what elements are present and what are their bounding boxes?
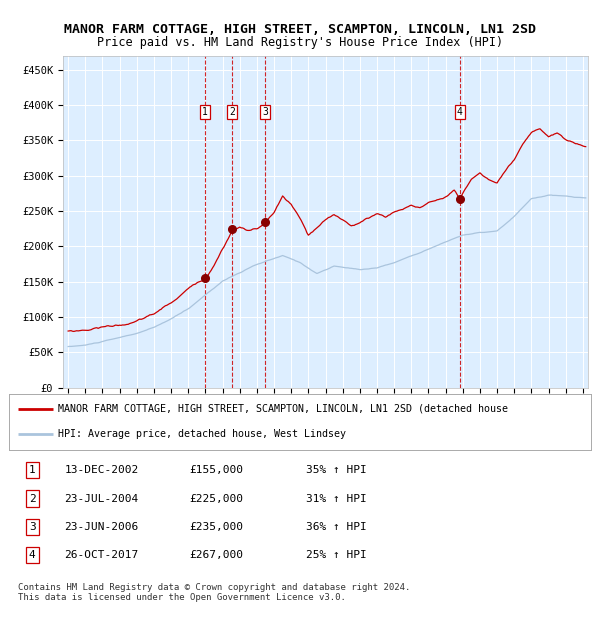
Text: 25% ↑ HPI: 25% ↑ HPI xyxy=(306,551,367,560)
Text: Contains HM Land Registry data © Crown copyright and database right 2024.
This d: Contains HM Land Registry data © Crown c… xyxy=(18,583,410,602)
Text: 35% ↑ HPI: 35% ↑ HPI xyxy=(306,465,367,475)
Text: £155,000: £155,000 xyxy=(190,465,244,475)
Text: 13-DEC-2002: 13-DEC-2002 xyxy=(64,465,139,475)
Text: Price paid vs. HM Land Registry's House Price Index (HPI): Price paid vs. HM Land Registry's House … xyxy=(97,36,503,49)
Text: 1: 1 xyxy=(29,465,35,475)
Text: 2: 2 xyxy=(29,494,35,503)
Text: 3: 3 xyxy=(29,522,35,532)
Text: 26-OCT-2017: 26-OCT-2017 xyxy=(64,551,139,560)
Text: 36% ↑ HPI: 36% ↑ HPI xyxy=(306,522,367,532)
Text: 31% ↑ HPI: 31% ↑ HPI xyxy=(306,494,367,503)
Text: 4: 4 xyxy=(29,551,35,560)
Text: £225,000: £225,000 xyxy=(190,494,244,503)
Text: MANOR FARM COTTAGE, HIGH STREET, SCAMPTON, LINCOLN, LN1 2SD: MANOR FARM COTTAGE, HIGH STREET, SCAMPTO… xyxy=(64,23,536,36)
Text: 1: 1 xyxy=(202,107,208,117)
Text: HPI: Average price, detached house, West Lindsey: HPI: Average price, detached house, West… xyxy=(58,430,346,440)
Text: £267,000: £267,000 xyxy=(190,551,244,560)
Text: 23-JUN-2006: 23-JUN-2006 xyxy=(64,522,139,532)
Text: 2: 2 xyxy=(229,107,235,117)
Text: £235,000: £235,000 xyxy=(190,522,244,532)
Text: 23-JUL-2004: 23-JUL-2004 xyxy=(64,494,139,503)
Text: 4: 4 xyxy=(457,107,463,117)
Text: MANOR FARM COTTAGE, HIGH STREET, SCAMPTON, LINCOLN, LN1 2SD (detached house: MANOR FARM COTTAGE, HIGH STREET, SCAMPTO… xyxy=(58,404,508,414)
Text: 3: 3 xyxy=(262,107,268,117)
